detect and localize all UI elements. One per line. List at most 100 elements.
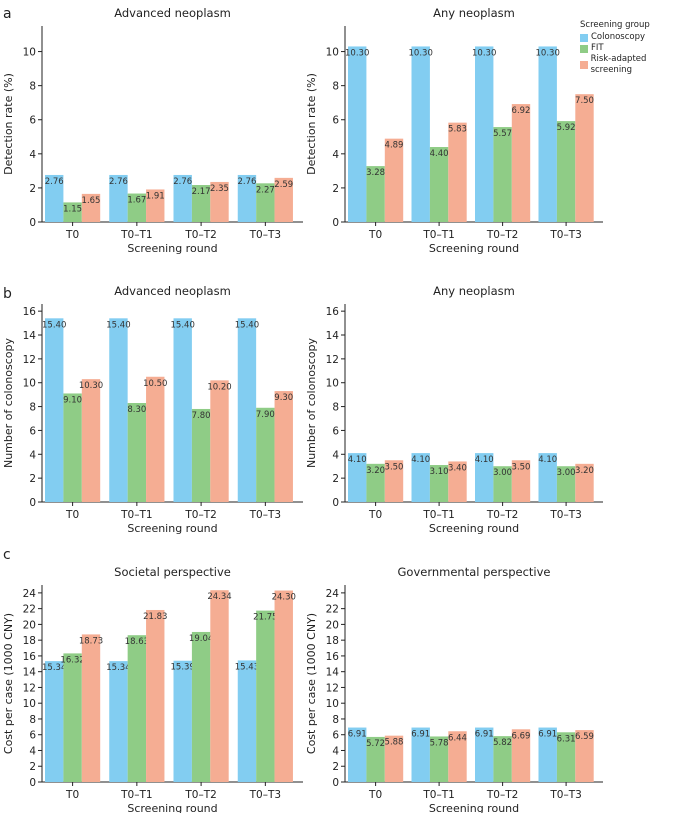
y-tick-label: 18 (326, 635, 339, 647)
x-axis-label: Screening round (127, 802, 217, 813)
bar (173, 174, 192, 222)
y-tick-label: 14 (326, 667, 340, 679)
y-axis-label: Detection rate (%) (2, 73, 15, 175)
x-axis-label: Screening round (429, 522, 519, 535)
y-tick-label: 6 (29, 730, 36, 742)
data-label: 15.34 (106, 663, 130, 673)
y-tick-label: 10 (23, 47, 36, 59)
bar (384, 460, 404, 502)
legend-swatch-risk-adapted (580, 61, 588, 69)
y-axis-label: Number of colonoscopy (2, 337, 15, 468)
y-tick-label: 8 (332, 81, 339, 93)
x-tick-label: T0 (368, 509, 382, 521)
y-tick-label: 6 (332, 425, 339, 437)
bar (256, 183, 275, 222)
data-label: 3.20 (366, 466, 385, 476)
data-label: 10.30 (79, 381, 103, 391)
y-tick-label: 10 (326, 698, 339, 710)
bar (556, 121, 576, 222)
y-tick-label: 14 (23, 330, 37, 342)
bar (511, 729, 531, 782)
data-label: 10.50 (143, 379, 167, 389)
data-label: 5.83 (448, 125, 467, 135)
bar (109, 661, 128, 782)
bar (81, 634, 101, 782)
bar (411, 46, 430, 222)
data-label: 7.50 (575, 96, 594, 106)
data-label: 15.40 (235, 320, 259, 330)
bar (81, 193, 101, 222)
x-tick-label: T0 (65, 229, 79, 241)
panel-letter: b (3, 286, 12, 302)
x-axis-label: Screening round (127, 522, 217, 535)
bar (384, 138, 404, 222)
data-label: 5.57 (493, 129, 512, 139)
data-label: 15.40 (42, 320, 66, 330)
y-tick-label: 0 (332, 217, 339, 229)
y-tick-label: 20 (326, 619, 339, 631)
bar (348, 727, 367, 782)
x-tick-label: T0–T3 (249, 789, 281, 801)
x-tick-label: T0–T1 (422, 509, 454, 521)
legend-item-colonoscopy: Colonoscopy (580, 32, 685, 43)
bar (475, 727, 494, 782)
y-axis-label: Number of colonoscopy (305, 337, 318, 468)
x-tick-label: T0–T1 (120, 789, 152, 801)
data-label: 1.65 (82, 196, 101, 206)
data-label: 16.32 (60, 655, 84, 665)
bar (210, 590, 229, 782)
bar (493, 127, 512, 222)
y-tick-label: 12 (23, 682, 36, 694)
data-label: 6.69 (512, 731, 531, 741)
bar (173, 318, 192, 502)
bar (429, 147, 449, 222)
x-tick-label: T0–T3 (549, 229, 581, 241)
x-axis-label: Screening round (429, 802, 519, 813)
y-tick-label: 24 (326, 588, 340, 600)
bar (63, 202, 82, 222)
y-tick-label: 2 (332, 473, 339, 485)
y-tick-label: 12 (326, 682, 339, 694)
data-label: 21.83 (143, 612, 167, 622)
bar (63, 393, 82, 502)
bar (81, 379, 101, 502)
data-label: 3.50 (385, 462, 404, 472)
data-label: 5.78 (430, 738, 449, 748)
data-label: 2.76 (109, 177, 128, 187)
bar (538, 727, 557, 782)
bar (146, 189, 165, 222)
bar (429, 736, 449, 782)
y-axis-label: Cost per case (1000 CNY) (305, 613, 318, 754)
legend-item-fit: FIT (580, 43, 685, 54)
bar (63, 653, 82, 782)
data-label: 3.28 (366, 168, 385, 178)
data-label: 24.34 (207, 592, 231, 602)
y-tick-label: 14 (326, 330, 340, 342)
x-axis-label: Screening round (429, 242, 519, 255)
bar (210, 181, 229, 222)
y-tick-label: 2 (29, 761, 36, 773)
y-tick-label: 18 (23, 635, 36, 647)
data-label: 4.40 (430, 149, 449, 159)
y-tick-label: 22 (326, 604, 339, 616)
data-label: 4.10 (411, 455, 430, 465)
legend-label: Risk-adapted screening (590, 54, 647, 75)
data-label: 5.82 (493, 738, 512, 748)
bar (511, 104, 531, 222)
data-label: 6.91 (411, 730, 430, 740)
y-tick-label: 12 (326, 354, 339, 366)
data-label: 4.89 (385, 141, 404, 151)
bar (475, 453, 494, 502)
bar (538, 453, 557, 502)
data-label: 2.76 (45, 177, 64, 187)
y-tick-label: 0 (29, 497, 36, 509)
y-tick-label: 2 (332, 761, 339, 773)
data-label: 3.50 (512, 462, 531, 472)
x-tick-label: T0–T3 (549, 509, 581, 521)
bar (45, 174, 64, 222)
y-tick-label: 10 (326, 47, 339, 59)
data-label: 1.15 (63, 204, 82, 214)
legend-label: FIT (591, 43, 604, 53)
data-label: 15.40 (171, 320, 195, 330)
data-label: 6.91 (475, 730, 494, 740)
